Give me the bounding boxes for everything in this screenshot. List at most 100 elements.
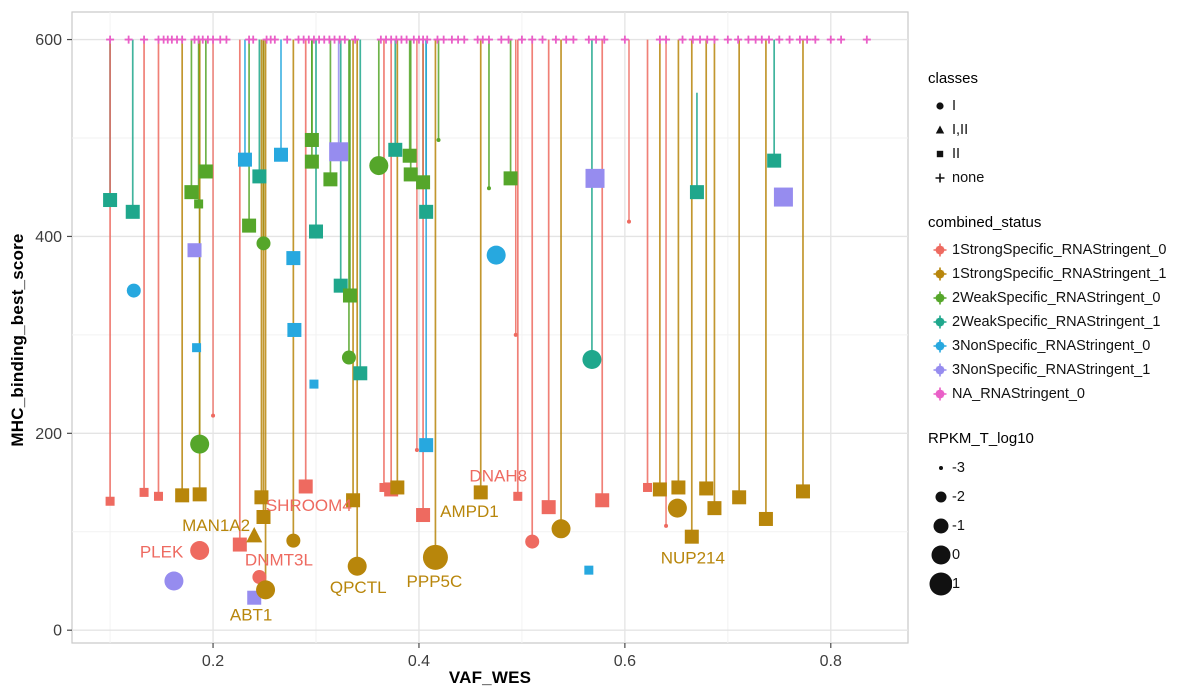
- status-key-icon: [933, 315, 947, 328]
- plus-icon: [935, 173, 945, 182]
- legend-size-label: -1: [952, 518, 965, 534]
- status-key-icon: [933, 243, 947, 256]
- legend-size-item: 1: [928, 571, 1178, 597]
- data-point: [652, 482, 667, 497]
- data-point: [732, 490, 747, 505]
- legend-size-item: -2: [928, 484, 1178, 510]
- data-point: [403, 167, 418, 182]
- circle-icon: [936, 101, 944, 110]
- data-point: [582, 349, 602, 369]
- gridlines: [72, 12, 908, 643]
- legend-size-label: -2: [952, 489, 965, 505]
- x-axis-title: VAF_WES: [448, 668, 532, 687]
- gene-labels: PLEK MAN1A2 SHROOM4 DNMT3L ABT1 QPCTL PPP5C AMP…: [140, 467, 725, 625]
- data-point: [585, 168, 605, 188]
- data-point: [198, 164, 213, 179]
- data-point: [643, 482, 653, 492]
- data-point: [286, 251, 301, 266]
- data-point: [105, 496, 115, 506]
- legend-size-item: 0: [928, 542, 1178, 568]
- data-point: [194, 199, 204, 209]
- legend-size-item: -1: [928, 513, 1178, 539]
- data-point: [436, 137, 441, 142]
- legend-status-item: 3NonSpecific_RNAStringent_1: [928, 359, 1178, 380]
- data-point: [139, 487, 149, 497]
- data-point: [190, 540, 210, 560]
- y-tick-label: 400: [35, 229, 62, 246]
- gene-label: MAN1A2: [182, 516, 250, 535]
- data-point: [671, 480, 686, 495]
- size-dot-icon: [935, 491, 947, 503]
- data-point: [304, 132, 319, 147]
- legend-classes: classes I I,II II none: [928, 70, 1178, 188]
- data-point: [153, 491, 163, 501]
- legend-status-item: 1StrongSpecific_RNAStringent_1: [928, 263, 1178, 284]
- legend-status-label: NA_RNAStringent_0: [952, 385, 1085, 402]
- gene-label: QPCTL: [330, 578, 387, 597]
- legend-status-label: 3NonSpecific_RNAStringent_1: [952, 361, 1151, 378]
- legend-status-label: 1StrongSpecific_RNAStringent_0: [952, 241, 1167, 258]
- y-tick-label: 600: [35, 32, 62, 49]
- data-point: [419, 204, 434, 219]
- data-point: [513, 491, 523, 501]
- size-dot-icon: [933, 518, 949, 534]
- legend-status-item: 2WeakSpecific_RNAStringent_0: [928, 287, 1178, 308]
- legend-status-label: 2WeakSpecific_RNAStringent_0: [952, 289, 1161, 306]
- data-point: [773, 187, 793, 207]
- data-point: [232, 537, 247, 552]
- axis-ticks: 0.2 0.4 0.6 0.8 0 200 400 600: [35, 32, 842, 670]
- gene-label: DNAH8: [469, 467, 527, 486]
- data-point: [402, 148, 417, 163]
- data-point: [304, 154, 319, 169]
- x-tick-label: 0.6: [614, 653, 636, 670]
- legend-status-label: 2WeakSpecific_RNAStringent_1: [952, 313, 1161, 330]
- legend-size-title: RPKM_T_log10: [928, 430, 1034, 447]
- data-point: [767, 153, 782, 168]
- legend-status-item: 3NonSpecific_RNAStringent_0: [928, 335, 1178, 356]
- data-point: [192, 487, 207, 502]
- data-point: [486, 186, 491, 191]
- data-point: [341, 350, 356, 365]
- legend-class-item: II: [928, 143, 1178, 164]
- gene-label: AMPD1: [440, 502, 499, 521]
- legend-status-label: 3NonSpecific_RNAStringent_0: [952, 337, 1151, 354]
- data-point: [242, 218, 257, 233]
- legend-class-item: I,II: [928, 119, 1178, 140]
- gene-label: ABT1: [230, 605, 273, 624]
- data-point: [667, 498, 687, 518]
- data-point: [416, 508, 431, 523]
- data-point: [379, 482, 389, 492]
- data-point: [689, 185, 704, 200]
- legend-class-label: I,II: [952, 121, 969, 138]
- data-point: [175, 488, 190, 503]
- legend: classes I I,II II none combined_status 1Str…: [928, 70, 1178, 623]
- data-point: [190, 434, 210, 454]
- y-tick-label: 200: [35, 426, 62, 443]
- data-point: [422, 544, 448, 570]
- legend-class-label: none: [952, 169, 985, 186]
- legend-class-item: I: [928, 95, 1178, 116]
- data-point: [252, 570, 267, 585]
- status-key-icon: [933, 339, 947, 352]
- triangle-icon: [935, 125, 945, 133]
- data-point: [103, 193, 118, 208]
- x-tick-label: 0.8: [820, 653, 842, 670]
- status-key-icon: [933, 363, 947, 376]
- data-points: [103, 132, 810, 605]
- data-point: [473, 485, 488, 500]
- legend-size-label: -3: [952, 460, 965, 476]
- data-point: [342, 288, 357, 303]
- data-point: [551, 519, 571, 539]
- data-point: [125, 204, 140, 219]
- data-point: [256, 509, 271, 524]
- data-point: [254, 490, 269, 505]
- data-point: [503, 171, 518, 186]
- data-point: [684, 529, 699, 544]
- gene-label: SHROOM4: [266, 496, 352, 515]
- data-point: [246, 526, 263, 543]
- data-point: [584, 565, 594, 575]
- data-point: [329, 142, 349, 162]
- size-dot-icon: [929, 572, 952, 596]
